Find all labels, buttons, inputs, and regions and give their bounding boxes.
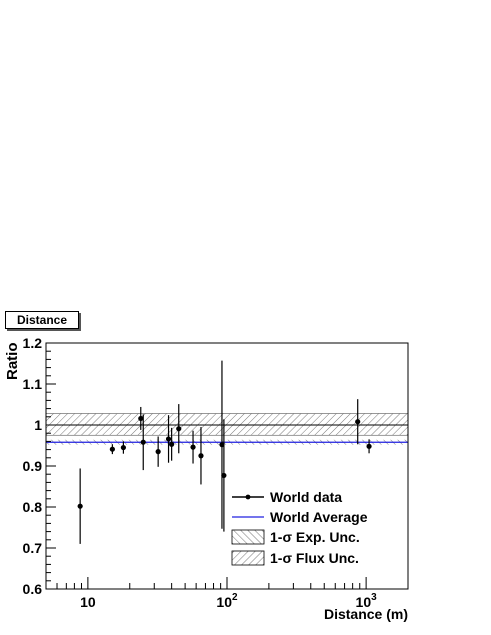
legend-entry-label: World Average [270, 509, 368, 525]
x-tick-label-base: 10 [356, 594, 372, 610]
data-point [109, 446, 115, 452]
y-tick-label: 1.1 [23, 376, 43, 392]
legend-world-data-marker [245, 494, 251, 500]
data-point [190, 444, 196, 450]
legend-entry-label: 1-σ Exp. Unc. [270, 529, 360, 545]
legend-entry-label: World data [270, 489, 342, 505]
data-point [165, 436, 172, 442]
x-tick-label-base: 10 [216, 594, 232, 610]
x-tick-label-exponent: 3 [371, 592, 377, 603]
legend-entry-label: 1-σ Flux Unc. [270, 550, 359, 566]
data-point [77, 503, 83, 509]
x-axis-label: Distance (m) [324, 606, 408, 622]
y-tick-label: 0.6 [23, 581, 43, 597]
y-axis-label: Ratio [4, 343, 21, 381]
data-point [120, 444, 126, 451]
data-point [176, 426, 182, 432]
y-tick-label: 0.7 [23, 540, 43, 556]
data-point [155, 449, 161, 455]
x-tick-label-exponent: 2 [232, 592, 238, 603]
data-point [221, 472, 227, 479]
data-point [198, 453, 204, 459]
x-tick-label: 103 [356, 592, 378, 610]
x-tick-label-base: 10 [80, 594, 96, 610]
y-tick-label: 1.2 [23, 335, 43, 351]
data-point [138, 415, 144, 422]
data-point [140, 439, 146, 445]
data-point [219, 442, 225, 448]
data-point [355, 419, 361, 425]
x-tick-label: 102 [216, 592, 238, 610]
y-tick-label: 1 [34, 417, 42, 433]
flux-uncertainty-band [45, 413, 409, 436]
x-tick-label: 10 [80, 594, 96, 610]
chart-title: Distance [5, 311, 79, 329]
data-point [366, 443, 372, 449]
y-tick-label: 0.8 [23, 499, 43, 515]
data-point [169, 441, 175, 447]
y-tick-label: 0.9 [23, 458, 43, 474]
legend-flux-unc-swatch [231, 550, 265, 566]
legend-exp-unc-swatch [231, 529, 265, 545]
